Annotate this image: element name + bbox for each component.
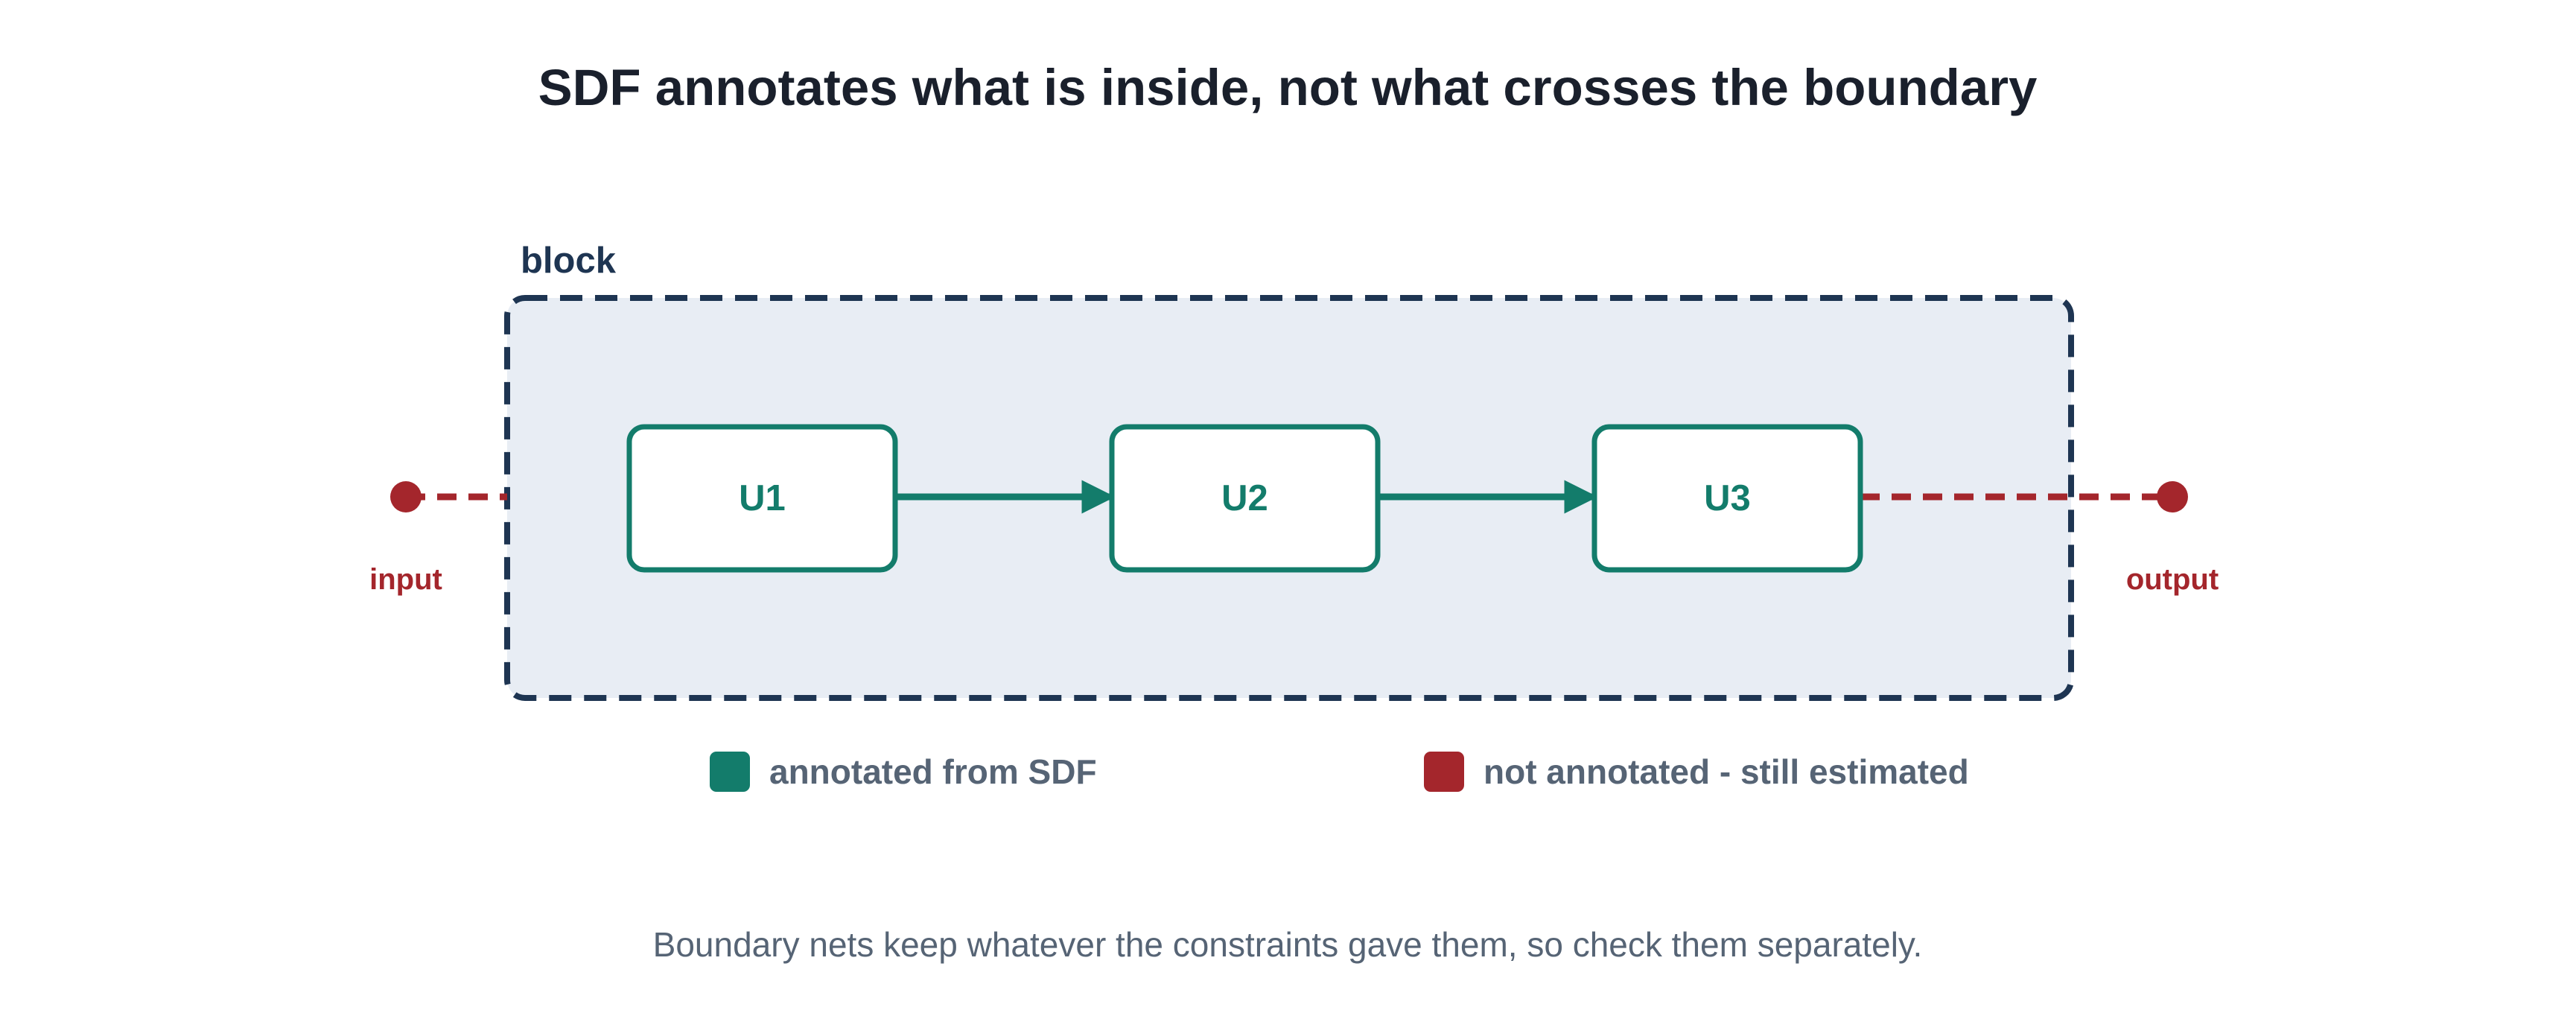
node-u2: U2 bbox=[1109, 424, 1381, 573]
legend-label-not-annotated: not annotated - still estimated bbox=[1483, 752, 1969, 791]
node-u3-label: U3 bbox=[1704, 478, 1751, 518]
node-u2-box bbox=[1109, 424, 1381, 573]
diagram-title: SDF annotates what is inside, not what c… bbox=[538, 59, 2038, 116]
output-port-dot bbox=[2157, 481, 2188, 512]
node-u3: U3 bbox=[1591, 424, 1863, 573]
node-u3-box bbox=[1591, 424, 1863, 573]
legend-swatch-not-annotated bbox=[1424, 752, 1464, 792]
node-u2-label: U2 bbox=[1221, 478, 1268, 518]
node-u1-box bbox=[626, 424, 898, 573]
block-label: block bbox=[521, 241, 617, 281]
input-port-label: input bbox=[369, 563, 442, 596]
legend: annotated from SDF not annotated - still… bbox=[710, 752, 1969, 792]
output-port-label: output bbox=[2126, 563, 2219, 596]
boundary-nets: input output bbox=[369, 481, 2219, 596]
legend-label-annotated: annotated from SDF bbox=[769, 752, 1097, 791]
node-u1: U1 bbox=[626, 424, 898, 573]
node-u1-label: U1 bbox=[739, 478, 786, 518]
legend-swatch-annotated bbox=[710, 752, 750, 792]
input-port-dot bbox=[390, 481, 422, 512]
caption: Boundary nets keep whatever the constrai… bbox=[653, 925, 1923, 964]
